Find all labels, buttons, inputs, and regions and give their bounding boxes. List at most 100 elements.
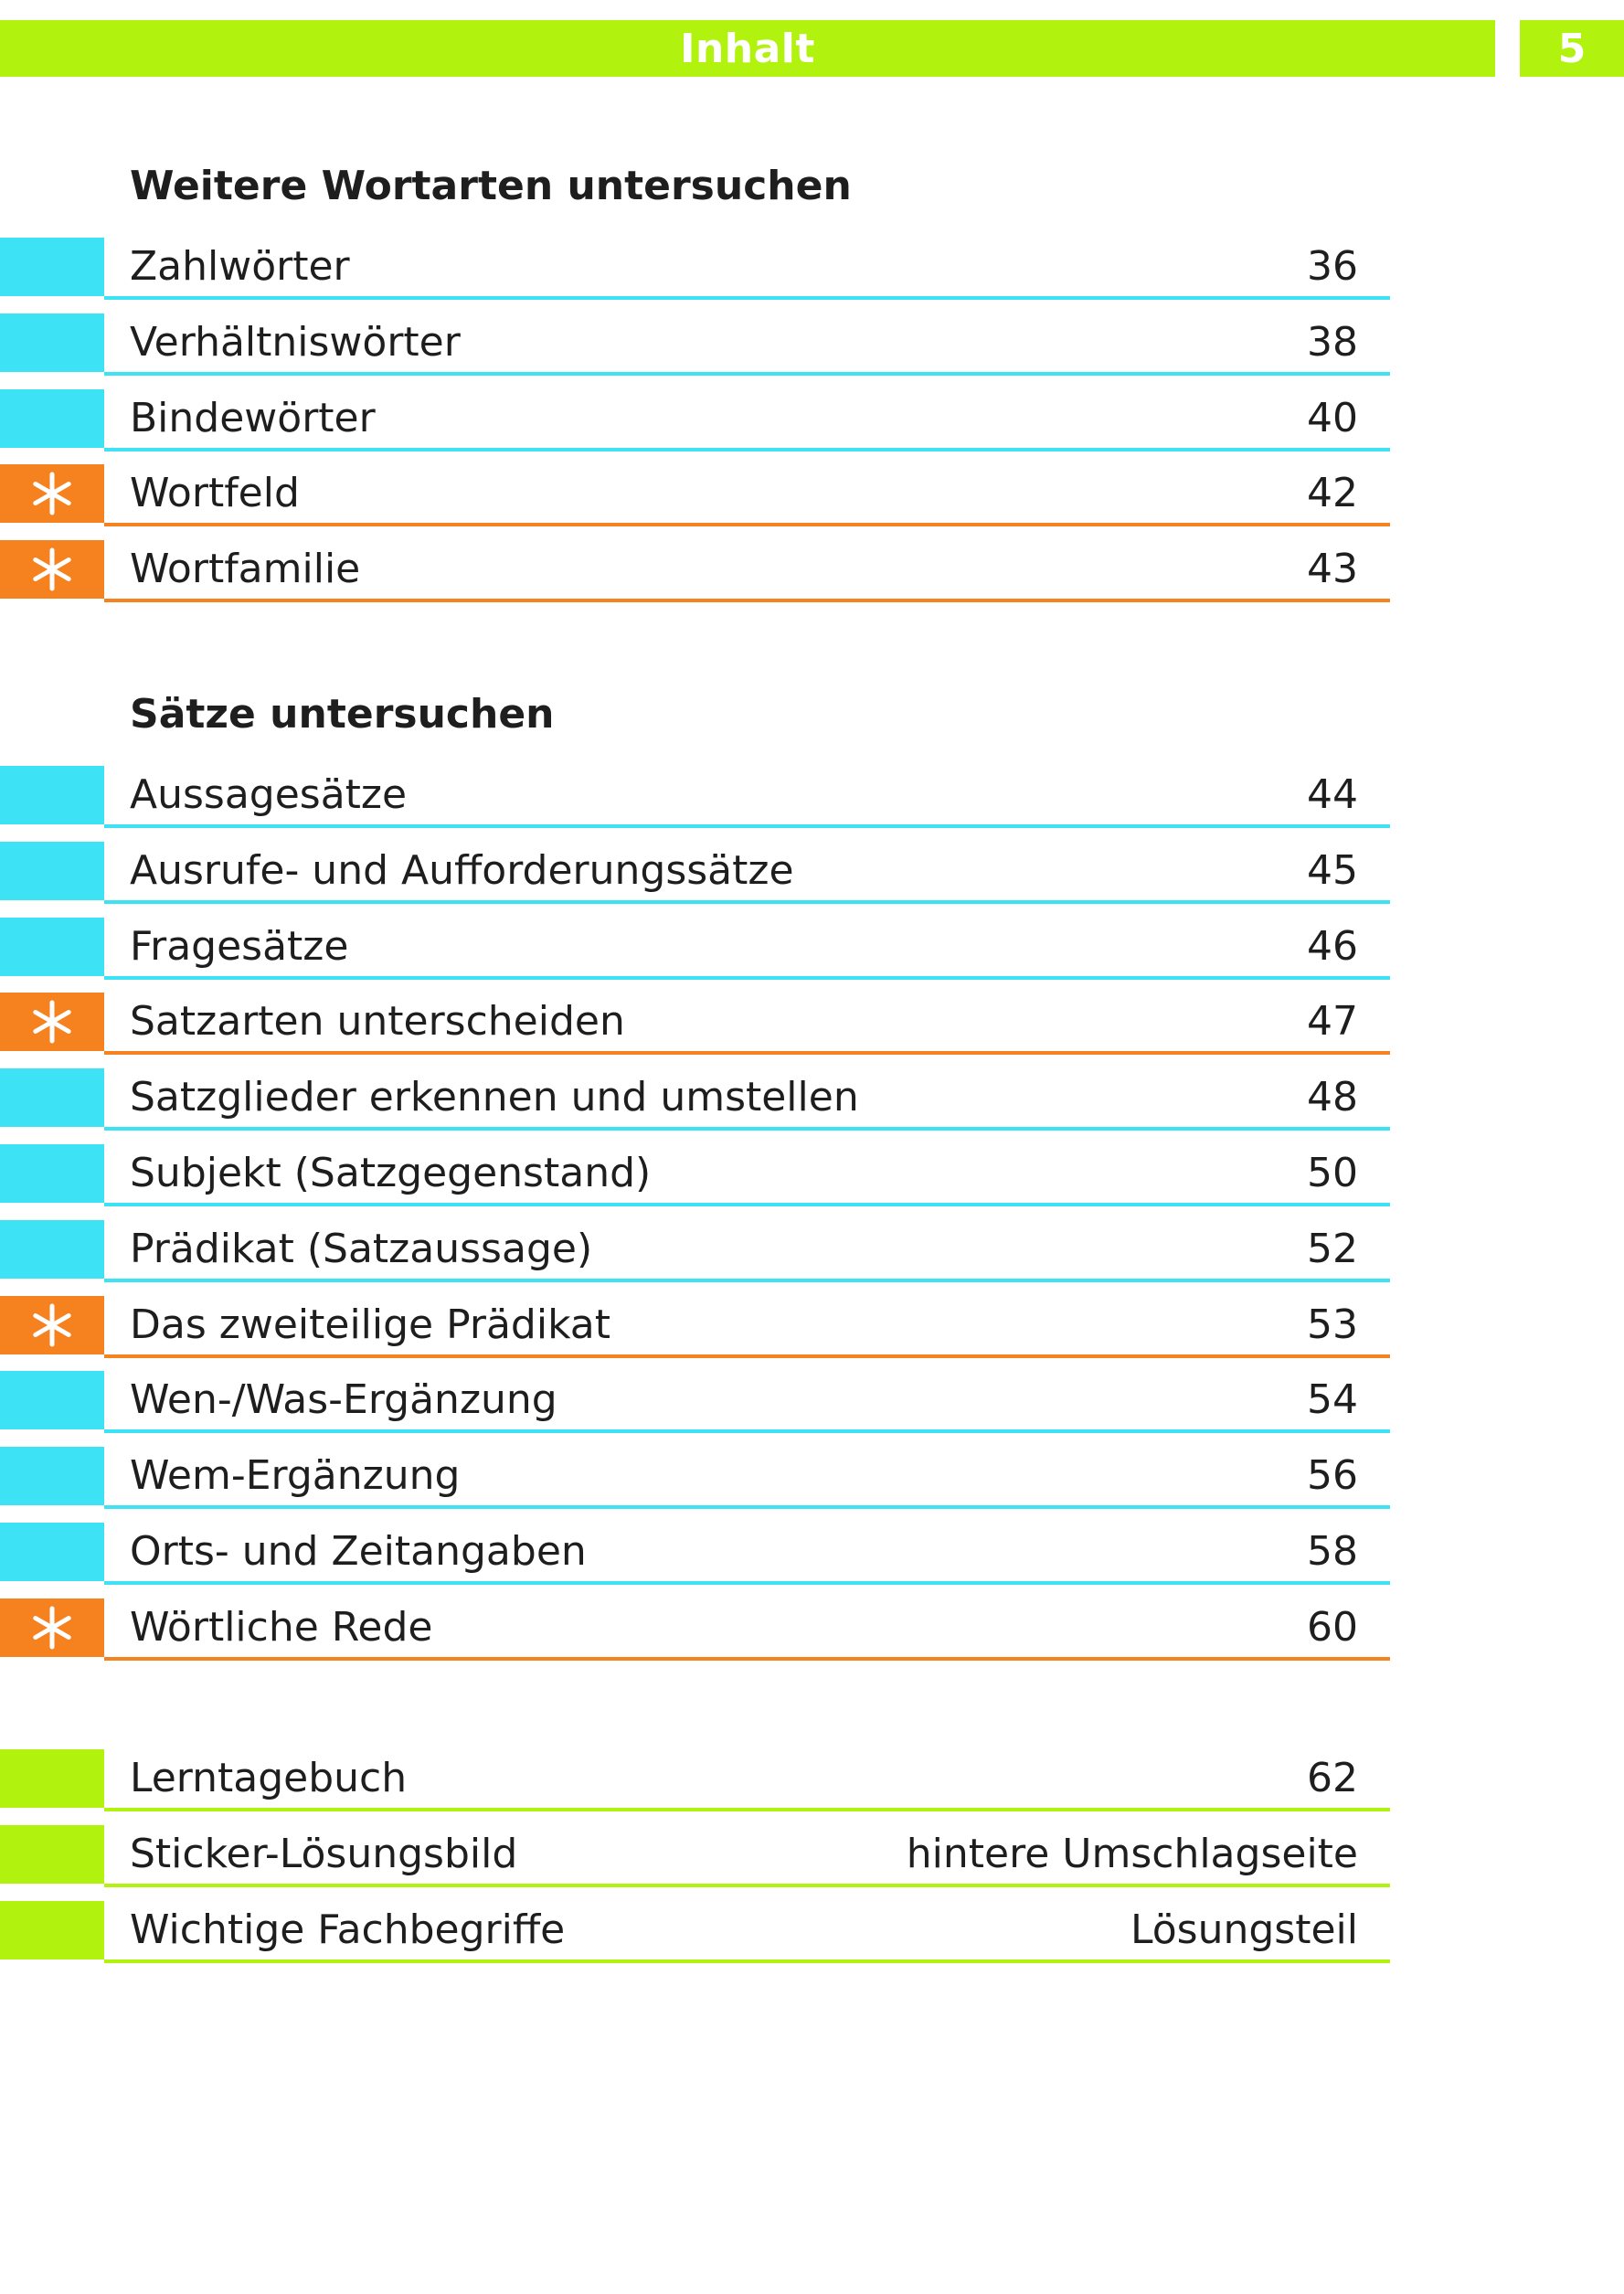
color-marker <box>0 313 104 372</box>
toc-entry[interactable]: Ausrufe- und Aufforderungssätze 45 <box>0 841 1390 904</box>
toc-entry-underline <box>104 975 1390 980</box>
toc-entry-page: 45 <box>1307 846 1358 894</box>
toc-entry-label: Ausrufe- und Aufforderungssätze <box>130 846 794 894</box>
toc-entry-label: Das zweiteilige Prädikat <box>130 1301 611 1348</box>
toc-entry-label: Satzglieder erkennen und umstellen <box>130 1074 859 1121</box>
toc-entry-underline <box>104 1127 1390 1131</box>
toc-entry[interactable]: Fragesätze 46 <box>0 917 1390 980</box>
toc-entry[interactable]: Das zweiteilige Prädikat 53 <box>0 1295 1390 1358</box>
toc-entry-label: Verhältniswörter <box>130 318 461 366</box>
color-marker <box>0 766 104 824</box>
toc-entry-label: Wörtliche Rede <box>130 1603 433 1651</box>
toc-entry-page: hintere Umschlagseite <box>906 1830 1358 1877</box>
color-marker <box>0 1824 104 1884</box>
toc-entry-label: Wen-/Was-Ergänzung <box>130 1376 557 1424</box>
toc-entry-page: 52 <box>1307 1225 1358 1272</box>
color-marker <box>0 1523 104 1581</box>
star-icon <box>33 472 71 515</box>
toc-entry-underline <box>104 1581 1390 1585</box>
toc-entry-label: Prädikat (Satzaussage) <box>130 1225 593 1272</box>
toc-entry-label: Aussagesätze <box>130 771 408 818</box>
star-icon <box>33 1303 71 1347</box>
toc-entry-underline <box>104 296 1390 300</box>
color-marker <box>0 238 104 296</box>
toc-entry-label: Subjekt (Satzgegenstand) <box>130 1150 652 1196</box>
toc-entry[interactable]: Zahlwörter 36 <box>0 238 1390 300</box>
toc-entry[interactable]: Subjekt (Satzgegenstand) 50 <box>0 1144 1390 1206</box>
toc-entry-underline <box>104 599 1390 603</box>
toc-entry-page: 47 <box>1307 998 1358 1046</box>
toc-entry-label: Satzarten unterscheiden <box>130 998 625 1046</box>
toc-entry-page: 56 <box>1307 1452 1358 1500</box>
toc-entry-underline <box>104 1354 1390 1358</box>
section-title: Weitere Wortarten untersuchen <box>130 163 852 209</box>
star-icon <box>33 1606 71 1650</box>
toc-entry-label: Sticker-Lösungsbild <box>130 1830 518 1877</box>
toc-entry[interactable]: Bindewörter 40 <box>0 388 1390 451</box>
color-marker <box>0 1447 104 1506</box>
toc-entry-page: 50 <box>1307 1150 1358 1196</box>
toc-entry[interactable]: Wörtliche Rede 60 <box>0 1598 1390 1661</box>
toc-entry-label: Wortfeld <box>130 470 300 517</box>
color-marker <box>0 1144 104 1203</box>
toc-entry-underline <box>104 371 1390 376</box>
toc-entry[interactable]: Lerntagebuch 62 <box>0 1749 1390 1811</box>
toc-entry[interactable]: Wortfeld 42 <box>0 464 1390 527</box>
toc-entry-underline <box>104 1808 1390 1811</box>
toc-entry-page: 62 <box>1307 1755 1358 1801</box>
toc-entry-label: Wem-Ergänzung <box>130 1452 461 1500</box>
toc-entry-page: Lösungsteil <box>1130 1906 1358 1953</box>
toc-entry-label: Zahlwörter <box>130 243 350 290</box>
page-number-box: 5 <box>1520 20 1624 77</box>
toc-entry-page: 46 <box>1307 922 1358 970</box>
toc-entry-page: 36 <box>1307 243 1358 290</box>
star-marker <box>0 1295 104 1354</box>
toc-entry-label: Fragesätze <box>130 922 349 970</box>
toc-entry[interactable]: Verhältniswörter 38 <box>0 313 1390 376</box>
toc-entry[interactable]: Aussagesätze 44 <box>0 766 1390 828</box>
toc-entry[interactable]: Orts- und Zeitangaben 58 <box>0 1523 1390 1585</box>
toc-entry-page: 44 <box>1307 771 1358 818</box>
toc-entry[interactable]: Satzglieder erkennen und umstellen 48 <box>0 1068 1390 1131</box>
toc-entry-underline <box>104 1203 1390 1206</box>
color-marker <box>0 1371 104 1430</box>
star-marker <box>0 540 104 600</box>
toc-entry-label: Lerntagebuch <box>130 1755 408 1801</box>
star-icon <box>33 547 71 591</box>
toc-entry[interactable]: Prädikat (Satzaussage) 52 <box>0 1219 1390 1282</box>
toc-entry-underline <box>104 899 1390 904</box>
toc-entry-underline <box>104 447 1390 451</box>
color-marker <box>0 1068 104 1128</box>
color-marker <box>0 1749 104 1808</box>
section-title: Sätze untersuchen <box>130 691 555 738</box>
toc-entry-page: 48 <box>1307 1074 1358 1121</box>
toc-entry-underline <box>104 1051 1390 1056</box>
star-marker <box>0 1598 104 1657</box>
toc-entry[interactable]: Sticker-Lösungsbild hintere Umschlagseite <box>0 1824 1390 1887</box>
color-marker <box>0 917 104 976</box>
toc-entry-page: 40 <box>1307 394 1358 441</box>
page-number: 5 <box>1557 25 1587 72</box>
toc-entry-underline <box>104 1278 1390 1282</box>
color-marker <box>0 1219 104 1279</box>
toc-entry[interactable]: Wortfamilie 43 <box>0 540 1390 603</box>
toc-entry-page: 54 <box>1307 1376 1358 1424</box>
toc-entry-underline <box>104 824 1390 828</box>
star-icon <box>33 1000 71 1044</box>
toc-entry-underline <box>104 1656 1390 1661</box>
toc-entry-page: 43 <box>1307 546 1358 593</box>
toc-entry[interactable]: Wichtige Fachbegriffe Lösungsteil <box>0 1900 1390 1963</box>
page-title: Inhalt <box>680 25 815 72</box>
toc-entry-underline <box>104 523 1390 527</box>
toc-entry-underline <box>104 1883 1390 1887</box>
toc-entry[interactable]: Satzarten unterscheiden 47 <box>0 993 1390 1056</box>
toc-entry-label: Bindewörter <box>130 394 376 441</box>
star-marker <box>0 993 104 1052</box>
toc-entry[interactable]: Wem-Ergänzung 56 <box>0 1447 1390 1510</box>
star-marker <box>0 464 104 524</box>
toc-entry-page: 38 <box>1307 318 1358 366</box>
toc-entry[interactable]: Wen-/Was-Ergänzung 54 <box>0 1371 1390 1434</box>
toc-entry-label: Wortfamilie <box>130 546 361 593</box>
toc-entry-page: 58 <box>1307 1528 1358 1575</box>
toc-entry-underline <box>104 1959 1390 1963</box>
